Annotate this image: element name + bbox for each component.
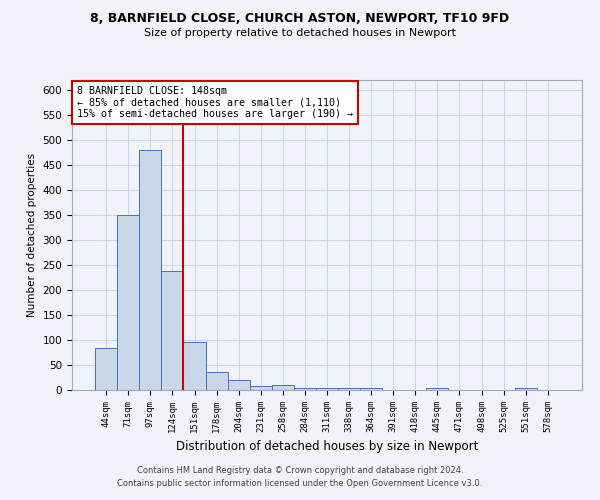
- Text: 8, BARNFIELD CLOSE, CHURCH ASTON, NEWPORT, TF10 9FD: 8, BARNFIELD CLOSE, CHURCH ASTON, NEWPOR…: [91, 12, 509, 26]
- Bar: [360, 388, 382, 390]
- Bar: [316, 388, 338, 390]
- Y-axis label: Number of detached properties: Number of detached properties: [27, 153, 37, 317]
- Bar: [227, 380, 250, 390]
- Bar: [95, 348, 117, 390]
- Bar: [206, 372, 227, 390]
- Bar: [427, 388, 448, 390]
- Text: 8 BARNFIELD CLOSE: 148sqm
← 85% of detached houses are smaller (1,110)
15% of se: 8 BARNFIELD CLOSE: 148sqm ← 85% of detac…: [77, 86, 353, 120]
- Bar: [161, 271, 184, 390]
- Bar: [184, 342, 206, 390]
- Bar: [272, 385, 294, 390]
- Bar: [139, 150, 161, 390]
- Bar: [294, 388, 316, 390]
- Bar: [338, 388, 360, 390]
- Text: Contains HM Land Registry data © Crown copyright and database right 2024.
Contai: Contains HM Land Registry data © Crown c…: [118, 466, 482, 487]
- Bar: [250, 386, 272, 390]
- Bar: [117, 215, 139, 390]
- X-axis label: Distribution of detached houses by size in Newport: Distribution of detached houses by size …: [176, 440, 478, 454]
- Bar: [515, 388, 537, 390]
- Text: Size of property relative to detached houses in Newport: Size of property relative to detached ho…: [144, 28, 456, 38]
